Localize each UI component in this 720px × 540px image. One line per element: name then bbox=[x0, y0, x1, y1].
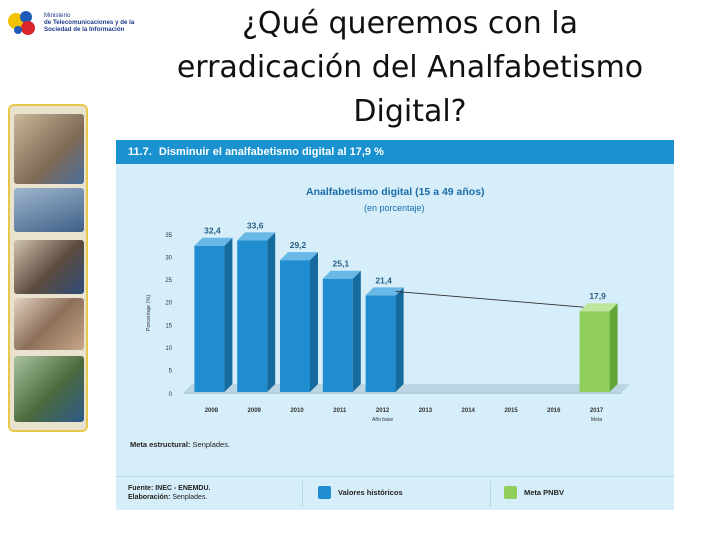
chart-title: Analfabetismo digital (15 a 49 años) bbox=[306, 186, 485, 198]
bar-top bbox=[579, 303, 618, 312]
bar-top bbox=[365, 287, 404, 296]
bar-value-label: 32,4 bbox=[204, 226, 221, 236]
panel-header: 11.7. Disminuir el analfabetismo digital… bbox=[116, 140, 674, 164]
collage-photo-3 bbox=[14, 240, 84, 294]
logo-line-2: de Telecomunicaciones y de la bbox=[44, 19, 135, 26]
x-tick-note: Meta bbox=[591, 417, 602, 423]
elaboration-label: Elaboración: bbox=[128, 494, 171, 501]
bar-value-label: 21,4 bbox=[375, 275, 392, 285]
bar-top bbox=[322, 270, 361, 279]
y-tick-label: 30 bbox=[165, 256, 172, 262]
bar-side bbox=[267, 232, 276, 392]
x-tick-label: 2014 bbox=[462, 408, 476, 414]
collage-photo-2 bbox=[14, 188, 84, 232]
x-tick-label: 2013 bbox=[419, 408, 433, 414]
legend-historic-label: Valores históricos bbox=[338, 488, 403, 497]
legend-target-swatch bbox=[504, 486, 517, 499]
chart-subtitle: (en porcentaje) bbox=[364, 203, 425, 213]
panel-header-number: 11.7. bbox=[128, 146, 152, 158]
bar bbox=[194, 245, 225, 392]
bar-side bbox=[395, 287, 404, 392]
trend-line bbox=[395, 290, 584, 308]
x-tick-label: 2015 bbox=[504, 408, 518, 414]
illiteracy-bar-chart: 0 5 10 15 20 25 30 35 Porcentaje (%) 2008 2009 201… bbox=[146, 220, 630, 423]
legend-target-label: Meta PNBV bbox=[524, 488, 565, 497]
bar bbox=[322, 278, 353, 392]
source-label: Fuente: bbox=[128, 485, 154, 492]
x-tick-label: 2010 bbox=[290, 408, 304, 414]
bar-value-label: 25,1 bbox=[333, 259, 350, 269]
bar-side bbox=[609, 303, 618, 392]
panel-header-text: Disminuir el analfabetismo digital al 17… bbox=[158, 146, 384, 158]
x-tick-note: Año base bbox=[372, 417, 393, 423]
y-axis-label: Porcentaje (%) bbox=[146, 295, 152, 332]
bar bbox=[365, 295, 396, 392]
elaboration-value: Senplades. bbox=[172, 494, 208, 501]
bar bbox=[280, 260, 310, 392]
photo-collage bbox=[8, 104, 88, 432]
x-tick-label: 2008 bbox=[205, 408, 219, 414]
footer-divider-1 bbox=[302, 481, 303, 507]
footer-divider-2 bbox=[490, 481, 491, 507]
x-tick-label: 2011 bbox=[333, 408, 347, 414]
bar-top bbox=[194, 237, 233, 246]
bar-value-label: 33,6 bbox=[247, 220, 264, 230]
source-note: Fuente: INEC - ENEMDU. Elaboración: Senp… bbox=[128, 484, 210, 502]
logo-line-3: Sociedad de la Información bbox=[44, 26, 125, 33]
bar-value-label: 29,2 bbox=[290, 240, 307, 250]
slide-title: ¿Qué queremos con la erradicación del An… bbox=[176, 6, 644, 129]
chart-bars bbox=[194, 232, 618, 392]
x-tick-label: 2017 bbox=[590, 408, 604, 414]
meta-structural-label: Meta estructural: bbox=[130, 440, 191, 449]
y-tick-label: 0 bbox=[169, 392, 173, 398]
y-tick-label: 15 bbox=[165, 323, 172, 329]
y-tick-label: 20 bbox=[165, 301, 172, 307]
collage-photo-5 bbox=[14, 356, 84, 422]
x-tick-label: 2009 bbox=[248, 408, 262, 414]
bar bbox=[237, 240, 268, 392]
logo-line-1: Ministerio bbox=[44, 12, 71, 19]
bar-top bbox=[280, 252, 318, 261]
bar-side bbox=[352, 270, 361, 392]
bar-side bbox=[310, 252, 318, 392]
x-tick-label: 2012 bbox=[376, 408, 390, 414]
meta-structural-value: Senplades. bbox=[192, 440, 231, 449]
collage-photo-4 bbox=[14, 298, 84, 350]
collage-photo-1 bbox=[14, 114, 84, 184]
meta-structural: Meta estructural: Senplades. bbox=[130, 440, 230, 449]
bar-side bbox=[224, 237, 233, 392]
y-tick-label: 10 bbox=[165, 346, 172, 352]
ministry-logo-icon bbox=[8, 11, 35, 35]
source-value: INEC - ENEMDU. bbox=[155, 485, 211, 492]
chart-labels: 2008 2009 2010 2011 2012 Año base 2013 2014 2015… bbox=[204, 220, 606, 423]
panel-footer: Fuente: INEC - ENEMDU. Elaboración: Senp… bbox=[116, 476, 674, 510]
bar-top bbox=[237, 232, 276, 241]
x-tick-label: 2016 bbox=[547, 408, 561, 414]
y-tick-label: 35 bbox=[165, 233, 172, 239]
ministry-logo: Ministerio de Telecomunicaciones y de la… bbox=[6, 6, 140, 40]
y-tick-label: 25 bbox=[165, 278, 172, 284]
legend-historic-swatch bbox=[318, 486, 331, 499]
y-tick-label: 5 bbox=[169, 368, 173, 374]
ministry-logo-text: Ministerio de Telecomunicaciones y de la… bbox=[44, 12, 134, 33]
bar-value-label: 17,9 bbox=[589, 291, 606, 301]
bar bbox=[579, 311, 610, 392]
